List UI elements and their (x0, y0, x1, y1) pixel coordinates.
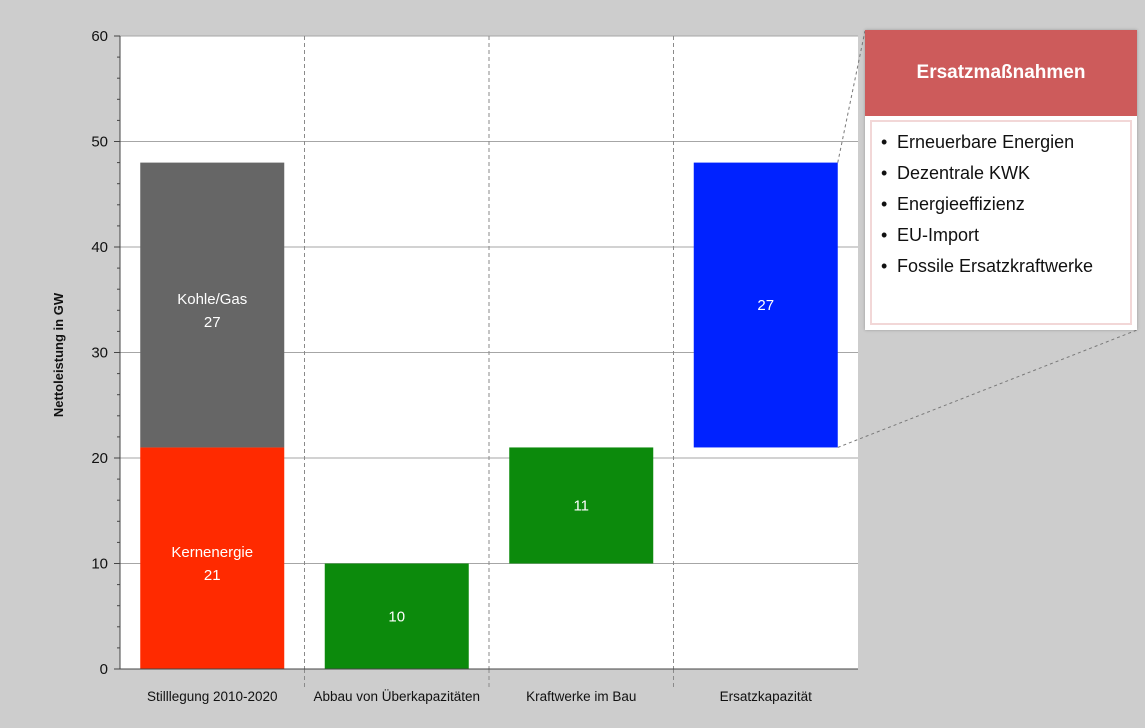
y-tick-label: 30 (91, 345, 108, 362)
category-separators (304, 36, 674, 687)
y-axis-label: Nettoleistung in GW (51, 292, 66, 417)
bar-segment (509, 447, 654, 564)
bars: Kernenergie 21 Kohle/Gas 27 10 11 27 (140, 162, 838, 669)
callout-item-text: Erneuerbare Energien (897, 132, 1075, 152)
callout-list: • Erneuerbare Energien • Dezentrale KWK • E… (872, 122, 1130, 278)
bar-series-label: Kernenergie (171, 544, 253, 561)
bullet-icon: • (881, 256, 888, 276)
callout-leader-lines (837, 30, 1138, 448)
x-tick-label: Kraftwerke im Bau (526, 689, 636, 704)
callout-box: Ersatzmaßnahmen • Erneuerbare Energien • D… (865, 30, 1137, 330)
bullet-icon: • (881, 163, 888, 183)
callout-body: • Erneuerbare Energien • Dezentrale KWK • E… (870, 120, 1132, 325)
callout-leader-line (837, 30, 866, 163)
bar-segment (693, 162, 838, 448)
callout-list-item: • Fossile Ersatzkraftwerke (881, 254, 1130, 278)
bar-value-label: 10 (388, 608, 405, 625)
callout-title: Ersatzmaßnahmen (865, 30, 1137, 116)
y-tick-label: 40 (91, 239, 108, 256)
x-tick-label: Abbau von Überkapazitäten (313, 689, 480, 704)
callout-item-text: Fossile Ersatzkraftwerke (897, 256, 1094, 276)
x-tick-label: Ersatzkapazität (720, 689, 813, 704)
axes: 0 10 20 30 40 50 60 Stilllegung 2010-2020 Abbau … (91, 28, 858, 704)
bar-value-label: 27 (757, 297, 774, 314)
callout-list-item: • Energieeffizienz (881, 192, 1130, 216)
bar-segment (324, 563, 469, 669)
bar-segment (140, 447, 285, 669)
y-tick-label: 50 (91, 134, 108, 151)
bullet-icon: • (881, 132, 888, 152)
bar-value-label: 21 (204, 567, 221, 584)
bar-segment (140, 162, 285, 448)
x-tick-label: Stilllegung 2010-2020 (147, 689, 278, 704)
callout-list-item: • EU-Import (881, 223, 1130, 247)
y-tick-label: 20 (91, 450, 108, 467)
callout-list-item: • Dezentrale KWK (881, 161, 1130, 185)
y-tick-label: 60 (91, 28, 108, 45)
callout-item-text: Energieeffizienz (897, 194, 1025, 214)
bullet-icon: • (881, 194, 888, 214)
y-tick-label: 0 (100, 661, 108, 678)
bar-value-label: 11 (573, 497, 589, 514)
y-tick-label: 10 (91, 556, 108, 573)
bar-value-label: 27 (204, 314, 221, 331)
bullet-icon: • (881, 225, 888, 245)
callout-list-item: • Erneuerbare Energien (881, 130, 1130, 154)
callout-item-text: EU-Import (897, 225, 980, 245)
callout-item-text: Dezentrale KWK (897, 163, 1031, 183)
bar-series-label: Kohle/Gas (177, 291, 247, 308)
